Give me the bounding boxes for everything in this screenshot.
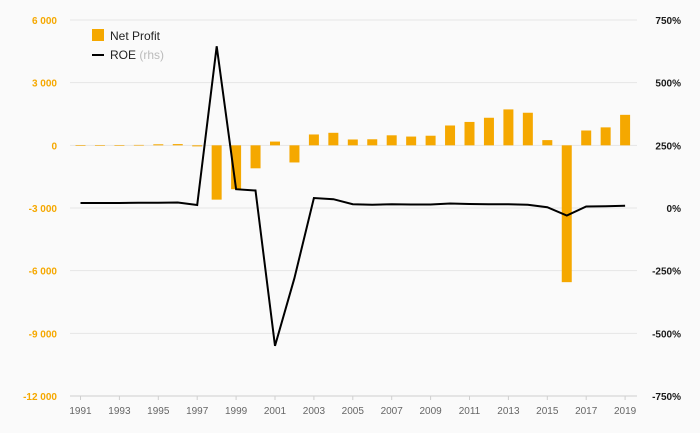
y-left-tick-label: -3 000 — [29, 204, 58, 215]
y-right-tick-label: 250% — [655, 141, 681, 152]
axes: 6 000 3 000 0 -3 000 -6 000 -9 000 -12 000 750%… — [23, 16, 681, 417]
net-profit-bar — [231, 145, 242, 190]
legend-label-roe-suffix: (rhs) — [139, 48, 164, 62]
legend-swatch-net-profit — [92, 29, 104, 41]
net-profit-bar — [406, 136, 417, 146]
net-profit-bar — [522, 112, 533, 146]
net-profit-bar — [561, 145, 572, 283]
x-tick-label: 2013 — [497, 406, 520, 417]
net-profit-bar — [483, 117, 494, 146]
x-tick-label: 2005 — [342, 406, 365, 417]
net-profit-bar — [328, 132, 339, 146]
net-profit-bar — [581, 130, 592, 146]
net-profit-bar — [386, 135, 397, 146]
net-profit-bar — [75, 145, 86, 146]
y-right-tick-label: 750% — [655, 16, 681, 27]
y-left-tick-label: -12 000 — [23, 392, 57, 403]
x-tick-label: 2017 — [575, 406, 598, 417]
x-tick-label: 1997 — [186, 406, 209, 417]
x-tick-label: 2007 — [381, 406, 404, 417]
x-tick-label: 2011 — [459, 406, 481, 417]
net-profit-bars — [75, 109, 631, 283]
net-profit-bar — [94, 145, 105, 146]
x-tick-label: 2009 — [419, 406, 442, 417]
y-left-tick-label: 3 000 — [32, 79, 57, 90]
y-left-tick-label: 6 000 — [32, 16, 57, 27]
roe-line-group — [80, 46, 626, 347]
net-profit-bar — [192, 145, 203, 147]
y-right-tick-label: 500% — [655, 79, 681, 90]
x-tick-label: 1991 — [69, 406, 92, 417]
x-tick-label: 1993 — [108, 406, 131, 417]
net-profit-bar — [620, 114, 631, 146]
x-tick-label: 2015 — [536, 406, 559, 417]
y-right-tick-label: -250% — [652, 267, 681, 278]
x-tick-label: 1995 — [147, 406, 170, 417]
net-profit-bar — [542, 140, 553, 146]
y-right-tick-label: 0% — [667, 204, 682, 215]
net-profit-bar — [600, 127, 611, 146]
x-tick-label: 2019 — [614, 406, 637, 417]
y-left-tick-label: -6 000 — [29, 267, 58, 278]
net-profit-bar — [503, 109, 514, 146]
net-profit-bar — [367, 139, 378, 146]
y-left-tick-label: -9 000 — [29, 329, 58, 340]
roe-line — [80, 46, 626, 347]
net-profit-bar — [270, 141, 280, 146]
net-profit-bar — [308, 134, 319, 146]
y-left-tick-label: 0 — [51, 141, 57, 152]
net-profit-bar — [464, 121, 475, 146]
y-right-tick-label: -500% — [652, 329, 681, 340]
legend: Net Profit ROE (rhs) — [92, 29, 164, 62]
net-profit-bar — [250, 145, 261, 169]
net-profit-bar — [445, 125, 456, 146]
legend-label-net-profit: Net Profit — [110, 29, 161, 43]
y-right-tick-label: -750% — [652, 392, 681, 403]
x-tick-label: 2003 — [303, 406, 326, 417]
net-profit-bar — [211, 145, 222, 200]
net-profit-bar — [153, 144, 164, 146]
net-profit-bar — [114, 145, 125, 146]
net-profit-bar — [289, 145, 300, 163]
x-tick-label: 2001 — [264, 406, 287, 417]
net-profit-bar — [133, 144, 144, 146]
net-profit-bar — [347, 139, 358, 146]
x-tick-label: 1999 — [225, 406, 248, 417]
grid-lines — [70, 19, 637, 397]
net-profit-bar — [172, 144, 183, 146]
net-profit-bar — [425, 135, 436, 146]
legend-label-roe: ROE (rhs) — [110, 48, 164, 62]
